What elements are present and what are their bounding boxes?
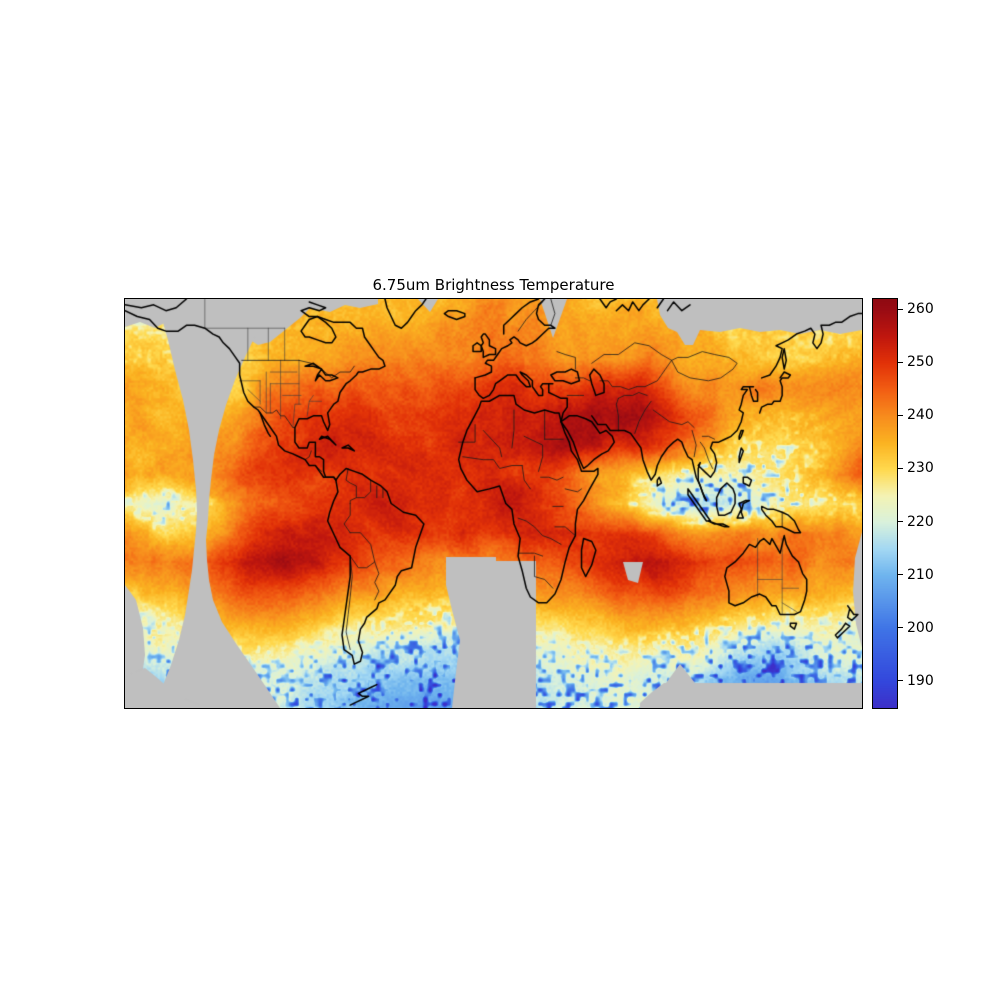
map-canvas — [125, 299, 862, 708]
colorbar-tick-label: 230 — [907, 460, 934, 477]
colorbar-tick-label: 190 — [907, 672, 934, 689]
colorbar-tick-label: 220 — [907, 513, 934, 530]
colorbar-tick — [898, 414, 903, 416]
colorbar-tick-label: 250 — [907, 354, 934, 371]
colorbar — [872, 298, 898, 709]
colorbar-tick-label: 260 — [907, 301, 934, 318]
colorbar-tick — [898, 361, 903, 363]
colorbar-tick-label: 200 — [907, 619, 934, 636]
map-plot — [124, 298, 863, 709]
colorbar-tick — [898, 574, 903, 576]
plot-title: 6.75um Brightness Temperature — [372, 276, 615, 294]
colorbar-tick — [898, 467, 903, 469]
colorbar-gradient — [873, 299, 897, 708]
colorbar-tick — [898, 680, 903, 682]
colorbar-tick — [898, 521, 903, 523]
colorbar-tick-label: 210 — [907, 566, 934, 583]
colorbar-tick — [898, 308, 903, 310]
colorbar-tick-label: 240 — [907, 407, 934, 424]
colorbar-tick — [898, 627, 903, 629]
